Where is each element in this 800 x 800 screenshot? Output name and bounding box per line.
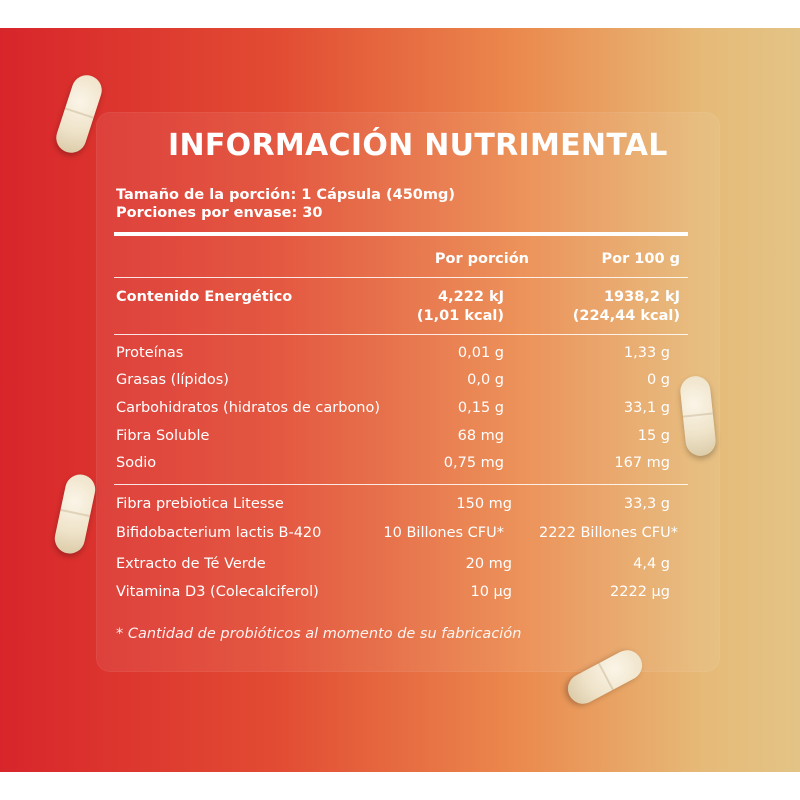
nutrient-label: Sodio (116, 455, 157, 471)
energy-label: Contenido Energético (116, 289, 293, 305)
nutrient-per-100g: 167 mg (614, 455, 670, 471)
nutrient-per-serving: 0,0 g (467, 372, 504, 388)
column-header-per-serving: Por porción (434, 251, 529, 267)
ingredient-per-100g: 4,4 g (633, 556, 670, 572)
energy-per-serving-kcal: (1,01 kcal) (416, 308, 504, 324)
columns-divider (114, 277, 688, 278)
energy-divider (114, 334, 688, 335)
ingredient-label: Vitamina D3 (Colecalciferol) (116, 584, 319, 600)
nutrition-panel (96, 112, 720, 672)
ingredient-per-100g: 33,3 g (623, 496, 670, 512)
ingredient-per-100g: 2222 µg (610, 584, 670, 600)
ingredient-per-serving: 10 Billones CFU* (383, 525, 504, 541)
ingredient-per-serving: 20 mg (465, 556, 512, 572)
gradient-background (0, 28, 800, 772)
nutrient-per-serving: 0,15 g (457, 400, 504, 416)
footnote: * Cantidad de probióticos al momento de … (116, 626, 522, 642)
nutrient-per-100g: 15 g (637, 428, 670, 444)
page-title: INFORMACIÓN NUTRIMENTAL (168, 128, 668, 163)
energy-per-100g-kj: 1938,2 kJ (603, 289, 680, 305)
nutrient-per-serving: 0,01 g (457, 345, 504, 361)
ingredient-label: Extracto de Té Verde (116, 556, 266, 572)
nutrient-per-100g: 33,1 g (623, 400, 670, 416)
servings-per-container: Porciones por envase: 30 (116, 205, 323, 221)
energy-per-100g-kcal: (224,44 kcal) (572, 308, 680, 324)
nutrient-per-serving: 68 mg (457, 428, 504, 444)
ingredient-per-serving: 150 mg (456, 496, 512, 512)
energy-per-serving-kj: 4,222 kJ (438, 289, 504, 305)
header-divider (114, 232, 688, 236)
nutrient-per-serving: 0,75 mg (443, 455, 504, 471)
nutrient-per-100g: 0 g (646, 372, 670, 388)
ingredient-label: Fibra prebiotica Litesse (116, 496, 284, 512)
column-header-per-100g: Por 100 g (601, 251, 680, 267)
nutrient-label: Grasas (lípidos) (116, 372, 229, 388)
ingredient-label: Bifidobacterium lactis B-420 (116, 525, 322, 541)
serving-size: Tamaño de la porción: 1 Cápsula (450mg) (116, 187, 455, 203)
ingredient-per-100g: 2222 Billones CFU* (538, 525, 678, 541)
nutrient-label: Fibra Soluble (116, 428, 210, 444)
nutrient-label: Proteínas (116, 345, 184, 361)
nutrient-per-100g: 1,33 g (623, 345, 670, 361)
nutrient-label: Carbohidratos (hidratos de carbono) (116, 400, 381, 416)
nutrients-divider (114, 484, 688, 485)
ingredient-per-serving: 10 µg (470, 584, 513, 600)
